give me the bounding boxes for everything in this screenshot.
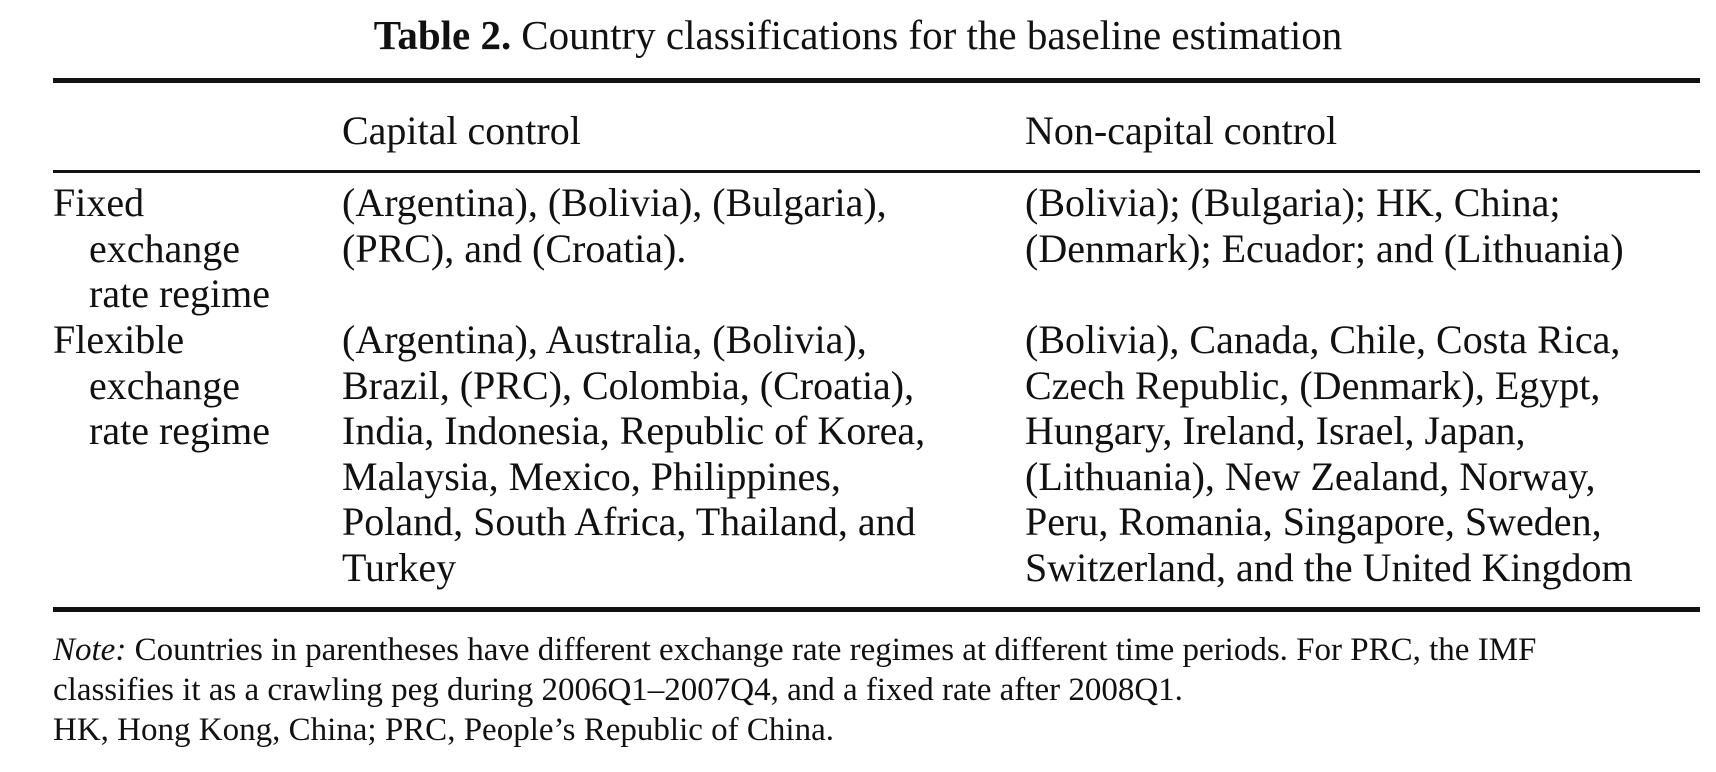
- abbreviations-line: HK, Hong Kong, China; PRC, People’s Repu…: [53, 712, 834, 748]
- table-top-rule: [53, 78, 1700, 83]
- cell-line: (Bolivia); (Bulgaria); HK, China;: [1025, 180, 1561, 225]
- header-non-capital-control: Non-capital control: [1025, 108, 1338, 153]
- note-text-1: Countries in parentheses have different …: [134, 632, 1537, 668]
- note-line-2: classifies it as a crawling peg during 2…: [53, 672, 1183, 708]
- cell-line: India, Indonesia, Republic of Korea,: [342, 408, 926, 453]
- cell-line: (Bolivia), Canada, Chile, Costa Rica,: [1025, 317, 1621, 362]
- row-label-line: exchange: [89, 362, 241, 408]
- table-notes: Note: Countries in parentheses have diff…: [53, 630, 1703, 750]
- table-title: Country classifications for the baseline…: [521, 12, 1343, 58]
- cell-line: (Denmark); Ecuador; and (Lithuania): [1025, 225, 1624, 271]
- cell-line: (Lithuania), New Zealand, Norway,: [1025, 453, 1596, 499]
- row-label-line: rate regime: [89, 271, 270, 316]
- row-label-flexible: Flexible exchange rate regime: [53, 317, 270, 454]
- row-label-line: exchange: [89, 225, 241, 271]
- cell-line: Czech Republic, (Denmark), Egypt,: [1025, 362, 1601, 408]
- row-label-line: Flexible: [53, 317, 185, 362]
- header-capital-control: Capital control: [342, 108, 581, 153]
- cell-flexible-capital-control: (Argentina), Australia, (Bolivia), Brazi…: [342, 317, 925, 590]
- cell-line: Brazil, (PRC), Colombia, (Croatia),: [342, 362, 915, 408]
- note-label: Note:: [53, 632, 127, 668]
- row-label-fixed: Fixed exchange rate regime: [53, 180, 270, 317]
- table-caption: Table 2. Country classifications for the …: [0, 10, 1716, 60]
- cell-line: Hungary, Ireland, Israel, Japan,: [1025, 408, 1526, 453]
- table-number: Table 2.: [373, 12, 512, 58]
- table-header-rule: [53, 170, 1700, 173]
- row-label-line: Fixed: [53, 180, 145, 225]
- table-bottom-rule: [53, 607, 1700, 612]
- cell-fixed-capital-control: (Argentina), (Bolivia), (Bulgaria), (PRC…: [342, 180, 887, 271]
- cell-flexible-non-capital-control: (Bolivia), Canada, Chile, Costa Rica, Cz…: [1025, 317, 1633, 590]
- cell-line: (Argentina), (Bolivia), (Bulgaria),: [342, 180, 887, 225]
- cell-fixed-non-capital-control: (Bolivia); (Bulgaria); HK, China; (Denma…: [1025, 180, 1624, 271]
- cell-line: Peru, Romania, Singapore, Sweden,: [1025, 499, 1602, 544]
- cell-line: Malaysia, Mexico, Philippines,: [342, 453, 841, 499]
- cell-line: Switzerland, and the United Kingdom: [1025, 544, 1633, 590]
- row-label-line: rate regime: [89, 408, 270, 453]
- cell-line: Turkey: [342, 544, 457, 590]
- note-line-1: Note: Countries in parentheses have diff…: [53, 630, 1703, 670]
- cell-line: (PRC), and (Croatia).: [342, 225, 687, 271]
- cell-line: (Argentina), Australia, (Bolivia),: [342, 317, 867, 362]
- cell-line: Poland, South Africa, Thailand, and: [342, 499, 916, 544]
